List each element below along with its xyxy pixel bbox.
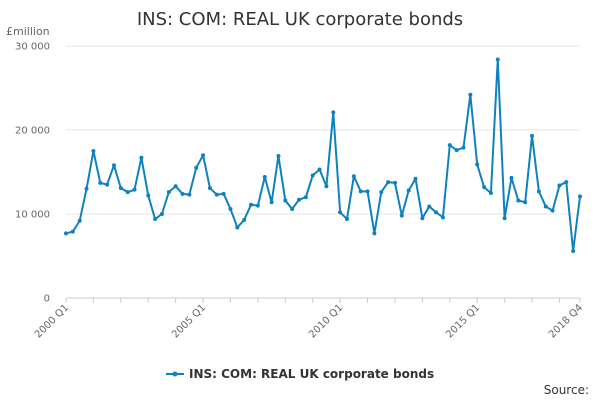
data-point	[262, 175, 267, 180]
data-point	[399, 213, 404, 218]
data-point	[461, 145, 466, 150]
data-point	[365, 189, 370, 194]
data-point	[105, 182, 110, 187]
data-point	[536, 189, 541, 194]
data-point	[379, 190, 384, 195]
data-point	[146, 193, 151, 198]
data-point	[392, 180, 397, 185]
y-tick-label: 10 000	[15, 210, 50, 221]
data-point	[187, 192, 192, 197]
x-tick-label: 2005 Q1	[170, 302, 208, 340]
data-point	[495, 57, 500, 62]
data-point	[386, 180, 391, 185]
data-point	[543, 204, 548, 209]
data-point	[118, 185, 123, 190]
data-point	[413, 176, 418, 181]
data-point	[447, 143, 452, 148]
data-point	[228, 206, 233, 211]
data-point	[351, 174, 356, 179]
data-point	[249, 202, 254, 207]
data-point	[434, 210, 439, 215]
data-point	[310, 173, 315, 178]
data-point	[420, 216, 425, 221]
series-line	[65, 58, 581, 252]
data-point	[77, 218, 82, 223]
y-tick-label: 0	[44, 294, 50, 305]
legend-series-label: INS: COM: REAL UK corporate bonds	[189, 367, 434, 381]
y-tick-label: 20 000	[15, 126, 50, 137]
data-point	[406, 188, 411, 193]
y-axis-ticks: 0 10 000 20 000 30 000	[15, 42, 50, 305]
data-point	[358, 189, 363, 194]
data-point	[221, 191, 226, 196]
data-point	[338, 210, 343, 215]
series-layer	[64, 57, 582, 253]
x-tick-label: 2015 Q1	[444, 302, 482, 340]
y-axis-unit-label: £million	[6, 25, 50, 38]
data-point	[509, 175, 514, 180]
data-point	[242, 217, 247, 222]
data-point	[557, 183, 562, 188]
data-point	[303, 195, 308, 200]
data-point	[235, 225, 240, 230]
data-point	[324, 184, 329, 189]
data-point	[427, 204, 432, 209]
data-point	[166, 190, 171, 195]
data-point	[132, 187, 137, 192]
data-point	[516, 198, 521, 203]
data-point	[331, 110, 336, 115]
data-point	[571, 248, 576, 253]
legend-swatch-marker	[172, 371, 178, 377]
data-point	[482, 185, 487, 190]
data-point	[276, 154, 281, 159]
data-point	[111, 163, 116, 168]
data-point	[91, 149, 96, 153]
data-point	[550, 208, 555, 213]
data-point	[153, 217, 158, 222]
data-point	[98, 180, 103, 185]
data-point	[214, 192, 219, 197]
data-point	[344, 217, 349, 222]
source-label: Source:	[544, 383, 589, 397]
data-point	[468, 92, 473, 97]
data-point	[372, 231, 377, 236]
x-tick-label: 2000 Q1	[33, 302, 71, 340]
data-point	[207, 185, 212, 190]
data-point	[502, 216, 507, 221]
y-tick-label: 30 000	[15, 42, 50, 53]
data-point	[578, 194, 582, 199]
data-point	[564, 180, 569, 185]
data-point	[139, 155, 144, 160]
data-point	[64, 231, 68, 236]
data-point	[523, 200, 528, 205]
data-point	[290, 206, 295, 211]
data-point	[173, 184, 178, 189]
x-tick-label: 2010 Q1	[307, 302, 345, 340]
data-point	[530, 133, 535, 138]
data-point	[255, 203, 260, 208]
data-point	[201, 153, 206, 158]
data-point	[70, 229, 75, 234]
data-point	[125, 190, 130, 195]
data-point	[454, 148, 459, 153]
data-point	[440, 215, 445, 220]
data-point	[180, 191, 185, 196]
legend[interactable]: INS: COM: REAL UK corporate bonds	[166, 367, 434, 381]
x-tick-label: 2018 Q4	[547, 302, 585, 340]
chart-title: INS: COM: REAL UK corporate bonds	[137, 9, 463, 30]
data-point	[159, 212, 164, 216]
data-point	[475, 162, 480, 167]
data-point	[84, 186, 89, 191]
data-point	[269, 200, 274, 205]
x-axis-ticks: 2000 Q1 2005 Q1 2010 Q1 2015 Q1 2018 Q4	[33, 298, 585, 340]
data-point	[297, 197, 302, 202]
data-point	[283, 198, 288, 203]
data-point	[194, 165, 199, 170]
data-point	[488, 191, 493, 195]
data-point	[317, 167, 322, 172]
